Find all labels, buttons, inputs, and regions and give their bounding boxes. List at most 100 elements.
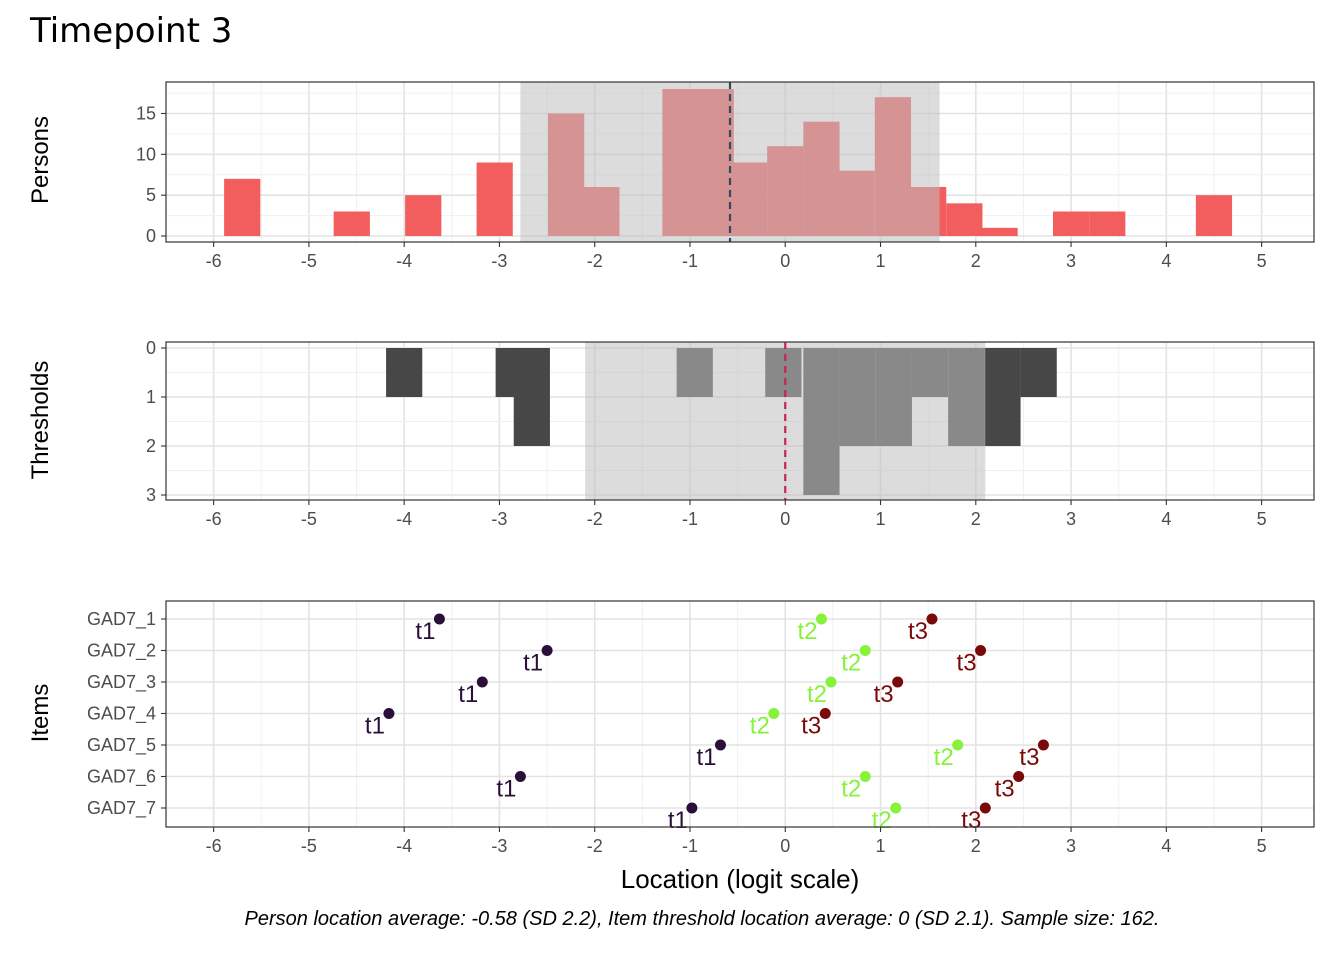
x-tick-label: -2 [587,509,603,529]
persons-bar [981,227,1018,236]
item-thresholds-panel: Items t1 t2 t3 t1 t2 t3 t1 t2 t3 t1 t2 t3 t1 t2 t3 t1 t2… [27,600,1315,856]
thresholds-bar [984,348,1021,446]
x-tick-label: -5 [301,509,317,529]
threshold-label-t1: t1 [668,807,688,834]
persons-y-tick-label: 0 [146,226,156,246]
x-tick-label: 1 [876,251,886,271]
threshold-point-t2 [859,645,871,656]
threshold-point-t3 [1013,771,1025,782]
threshold-point-t3 [1037,739,1049,751]
x-tick-label: -5 [301,251,317,271]
threshold-label-t1: t1 [415,618,435,645]
threshold-label-t2: t2 [872,807,892,834]
threshold-label-t3: t3 [1019,744,1039,771]
x-tick-label: -5 [301,836,317,856]
x-tick-label: -4 [396,836,412,856]
item-label: GAD7_2 [87,641,156,662]
threshold-point-t3 [975,645,987,656]
thresholds-border [165,341,1315,501]
threshold-label-t1: t1 [365,713,385,740]
x-tick-label: -6 [206,509,222,529]
persons-bar [405,195,442,236]
persons-axis-label: Persons [27,116,54,204]
x-tick-label: 0 [780,836,790,856]
persons-histogram-panel: Persons -6 -5 -4 -3 -2 -1 0 1 2 3 4 5 0 5 10 15 [27,81,1315,271]
threshold-label-t3: t3 [957,650,977,677]
threshold-label-t2: t2 [841,776,861,803]
threshold-point-t3 [979,802,991,814]
x-tick-label: -4 [396,509,412,529]
figure-title: Timepoint 3 [29,11,232,51]
figure-caption: Person location average: -0.58 (SD 2.2),… [245,908,1160,930]
x-tick-label: 4 [1161,251,1171,271]
thresholds-bar [513,348,550,446]
items-axis-label: Items [27,684,54,743]
x-tick-label: -3 [491,836,507,856]
x-tick-label: 5 [1257,251,1267,271]
persons-bar [333,211,370,236]
x-tick-label: 4 [1161,836,1171,856]
persons-border [165,81,1315,243]
threshold-label-t1: t1 [696,744,716,771]
threshold-point-t1 [476,676,488,688]
x-tick-label: 3 [1066,836,1076,856]
item-label: GAD7_3 [87,672,156,693]
threshold-label-t2: t2 [934,744,954,771]
x-tick-label: 0 [780,509,790,529]
item-label: GAD7_6 [87,767,156,788]
threshold-label-t3: t3 [961,807,981,834]
x-tick-label: 3 [1066,251,1076,271]
x-tick-label: -1 [682,251,698,271]
threshold-point-t1 [383,708,395,719]
persons-y-tick-label: 15 [136,104,156,124]
x-tick-label: 2 [971,251,981,271]
thresholds-y-tick-label: 3 [146,485,156,505]
threshold-point-t1 [541,645,553,656]
threshold-label-t3: t3 [995,776,1015,803]
threshold-point-t3 [926,613,938,625]
thresholds-axis-label: Thresholds [27,361,54,480]
x-tick-label: 3 [1066,509,1076,529]
x-tick-label: -4 [396,251,412,271]
item-label: GAD7_7 [87,798,156,819]
persons-y-tick-label: 10 [136,144,156,164]
x-tick-label: -6 [206,251,222,271]
threshold-point-t1 [686,802,698,814]
threshold-label-t1: t1 [496,776,516,803]
persons-bar [1089,211,1126,236]
threshold-point-t1 [714,739,726,751]
x-tick-label: -6 [206,836,222,856]
x-tick-label: 5 [1257,836,1267,856]
item-label: GAD7_5 [87,735,156,756]
x-tick-label: 2 [971,836,981,856]
thresholds-y-tick-label: 0 [146,338,156,358]
thresholds-bar [1020,348,1057,397]
x-tick-label: -2 [587,251,603,271]
threshold-point-t2 [952,739,964,751]
x-tick-label: 5 [1257,509,1267,529]
thresholds-y-tick-label: 1 [146,387,156,407]
x-tick-label: -1 [682,836,698,856]
threshold-label-t3: t3 [874,681,894,708]
x-tick-label: -3 [491,251,507,271]
threshold-label-t2: t2 [797,618,817,645]
threshold-label-t2: t2 [807,681,827,708]
threshold-label-t3: t3 [801,713,821,740]
x-tick-label: 0 [780,251,790,271]
x-tick-label: 4 [1161,509,1171,529]
threshold-point-t1 [514,771,526,782]
x-tick-label: -3 [491,509,507,529]
threshold-label-t2: t2 [750,713,770,740]
persons-y-tick-label: 5 [146,185,156,205]
x-tick-label: 1 [876,836,886,856]
x-tick-label: -1 [682,509,698,529]
x-tick-label: -2 [587,836,603,856]
threshold-point-t3 [892,676,904,688]
threshold-label-t3: t3 [908,618,928,645]
persons-bar [946,203,983,236]
persons-bar [224,178,261,236]
persons-bar [476,162,513,236]
threshold-point-t1 [433,613,445,625]
thresholds-y-tick-label: 2 [146,436,156,456]
